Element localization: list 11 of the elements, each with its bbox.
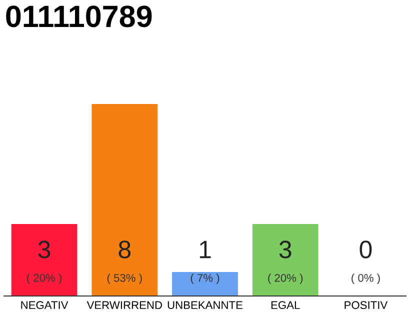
data-label: 3 ( 20% ) — [268, 240, 303, 284]
chart-title: 011110789 — [6, 6, 152, 28]
data-label: 1 ( 7% ) — [190, 240, 220, 284]
data-label: 0 ( 0% ) — [352, 240, 380, 284]
x-tick-label: NEGATIV — [21, 301, 68, 310]
x-tick-label: POSITIV — [344, 301, 388, 310]
x-tick-label: EGAL — [271, 301, 300, 310]
x-tick-label: UNBEKANNTE — [168, 301, 242, 310]
x-tick-label: VERWIRREND — [86, 301, 162, 309]
data-label: 8 ( 53% ) — [107, 240, 142, 284]
data-label: 3 ( 20% ) — [27, 240, 62, 284]
